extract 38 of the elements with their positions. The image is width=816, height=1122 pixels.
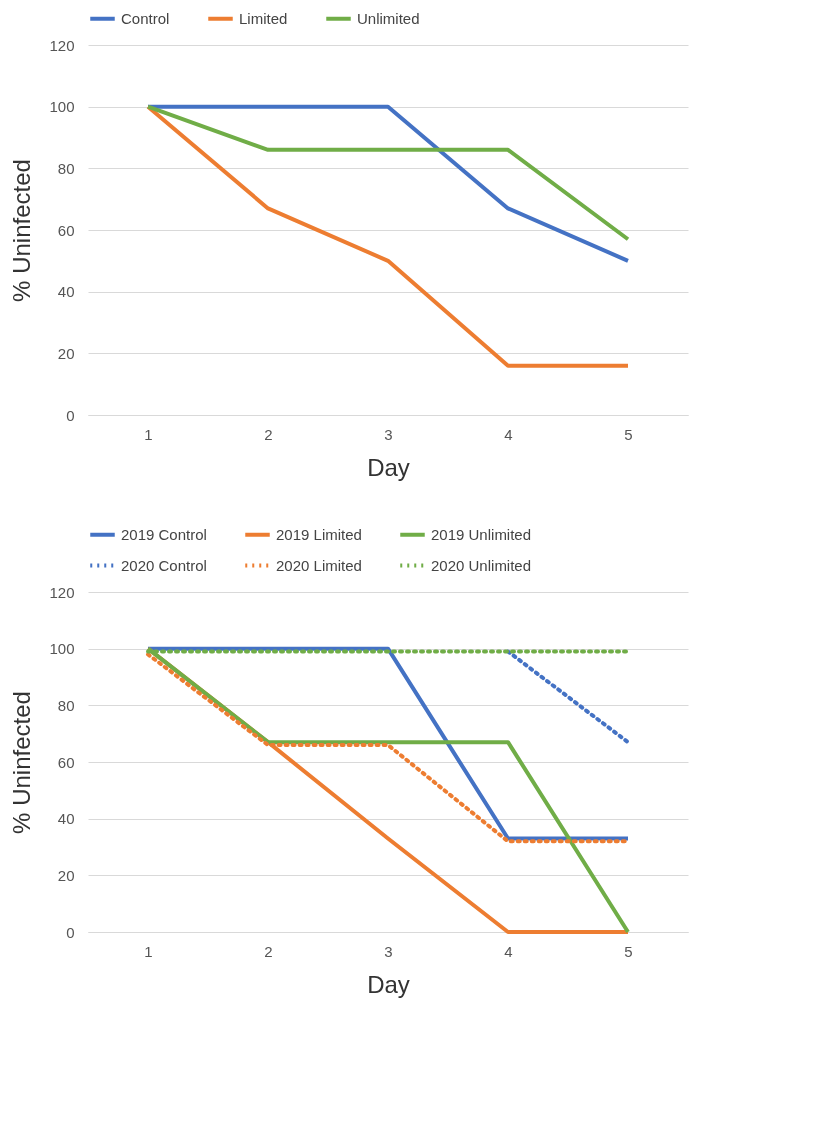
line-series xyxy=(146,104,630,368)
legend-label: 2019 Limited xyxy=(276,525,362,543)
x-tick-label: 2 xyxy=(264,425,273,443)
x-tick-label: 1 xyxy=(144,425,153,443)
y-tick-label: 0 xyxy=(66,923,75,941)
legend-label: 2019 Control xyxy=(121,525,207,543)
y-tick-label: 120 xyxy=(49,583,75,601)
y-tick-label: 80 xyxy=(57,696,75,714)
y-axis-title: % Uninfected xyxy=(8,691,36,834)
y-tick-label: 60 xyxy=(57,753,75,771)
legend-label: 2020 Limited xyxy=(276,556,362,574)
x-tick-label: 2 xyxy=(264,942,273,960)
x-tick-label: 4 xyxy=(504,942,513,960)
legend-label: 2020 Unlimited xyxy=(431,556,532,574)
x-tick-label: 4 xyxy=(504,425,513,443)
legend-label: Limited xyxy=(239,9,288,27)
x-tick-label: 5 xyxy=(624,425,633,443)
y-tick-label: 40 xyxy=(57,810,75,828)
y-axis-title: % Uninfected xyxy=(8,159,36,302)
x-axis-title: Day xyxy=(367,453,410,481)
y-tick-label: 100 xyxy=(49,98,75,116)
legend-label: 2020 Control xyxy=(121,556,207,574)
x-tick-label: 3 xyxy=(384,425,393,443)
legend-label: Unlimited xyxy=(357,9,420,27)
legend-label: Control xyxy=(121,9,170,27)
y-tick-label: 60 xyxy=(57,221,75,239)
x-tick-label: 1 xyxy=(144,942,153,960)
x-tick-label: 5 xyxy=(624,942,633,960)
x-axis-title: Day xyxy=(367,970,410,998)
y-tick-label: 80 xyxy=(57,159,75,177)
y-tick-label: 0 xyxy=(66,406,75,424)
y-tick-label: 100 xyxy=(49,640,75,658)
y-tick-label: 20 xyxy=(57,866,75,884)
y-tick-label: 120 xyxy=(49,36,75,54)
legend-label: 2019 Unlimited xyxy=(431,525,532,543)
y-tick-label: 20 xyxy=(57,344,75,362)
y-tick-label: 40 xyxy=(57,283,75,301)
x-tick-label: 3 xyxy=(384,942,393,960)
